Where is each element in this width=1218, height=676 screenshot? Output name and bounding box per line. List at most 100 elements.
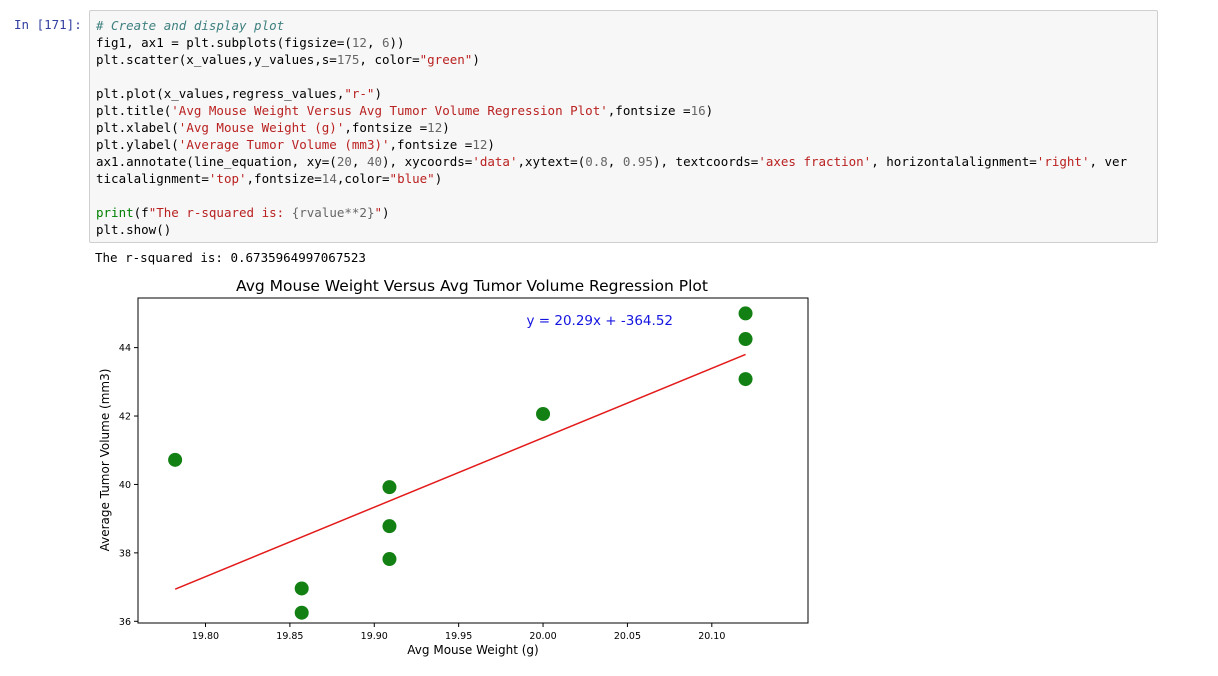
code-token: 'axes fraction': [758, 154, 872, 169]
code-token: 12: [351, 35, 367, 50]
scatter-chart: Avg Mouse Weight Versus Avg Tumor Volume…: [98, 277, 809, 657]
scatter-point: [294, 581, 309, 596]
code-token: 0.8: [585, 154, 608, 169]
x-tick-label: 19.90: [361, 631, 388, 642]
code-token: "blue": [389, 171, 435, 186]
code-line: plt.plot(x_values,regress_values,"r-"): [96, 85, 1127, 102]
code-token: 'Avg Mouse Weight (g)': [178, 120, 345, 135]
code-token: print: [96, 205, 134, 220]
y-axis-label: Average Tumor Volume (mm3): [98, 369, 112, 552]
code-token: )): [389, 35, 405, 50]
code-line: plt.xlabel('Avg Mouse Weight (g)',fontsi…: [96, 119, 1127, 136]
code-token: ,color=: [336, 171, 390, 186]
code-token: plt.title(: [96, 103, 172, 118]
x-tick-label: 20.10: [698, 631, 725, 642]
x-axis: 19.80 19.85 19.90 19.95 20.00 20.05 20.10: [192, 623, 725, 642]
y-axis: 36 38 40 42 44: [119, 343, 138, 628]
code-token: 'data': [472, 154, 518, 169]
scatter-point: [738, 332, 753, 347]
x-tick-label: 20.00: [529, 631, 556, 642]
data-points: [168, 306, 753, 620]
code-token: , ver: [1089, 154, 1128, 169]
x-tick-label: 20.05: [614, 631, 641, 642]
y-tick-label: 36: [119, 617, 131, 628]
scatter-point: [382, 552, 397, 567]
code-line: [96, 68, 1127, 85]
regression-line: [174, 353, 746, 590]
scatter-point: [738, 372, 753, 387]
code-token: "green": [419, 52, 473, 67]
code-token: ticalalignment=: [96, 171, 209, 186]
regression-line-segment: [174, 353, 746, 590]
code-token: ": [374, 205, 383, 220]
code-token: 'right': [1036, 154, 1090, 169]
code-line: fig1, ax1 = plt.subplots(figsize=(12, 6)…: [96, 34, 1127, 51]
scatter-point: [168, 452, 183, 467]
code-line: plt.ylabel('Average Tumor Volume (mm3)',…: [96, 136, 1127, 153]
code-token: 175: [336, 52, 360, 67]
code-token: ax1.annotate(line_equation, xy=(: [96, 154, 337, 169]
code-token: plt.show(): [96, 222, 172, 237]
code-token: ): [705, 103, 714, 118]
code-line: ax1.annotate(line_equation, xy=(20, 40),…: [96, 153, 1127, 170]
code-token: , horizontalalignment=: [871, 154, 1037, 169]
code-editor[interactable]: # Create and display plot fig1, ax1 = plt…: [89, 10, 1158, 243]
code-token: ): [374, 86, 382, 101]
code-line: plt.show(): [96, 221, 1127, 238]
code-token: plt.plot(x_values,regress_values,: [96, 86, 345, 101]
code-token: ): [382, 205, 390, 220]
code-token: , color=: [359, 52, 420, 67]
scatter-point: [536, 406, 551, 421]
output-stdout: The r-squared is: 0.6735964997067523: [95, 250, 366, 265]
code-token: ,fontsize =: [607, 103, 691, 118]
code-token: ), textcoords=: [652, 154, 759, 169]
scatter-point: [382, 480, 397, 495]
code-token: ,: [607, 154, 623, 169]
code-token: ,fontsize =: [389, 137, 473, 152]
code-token: 12: [427, 120, 443, 135]
code-token: # Create and display plot: [96, 18, 285, 33]
code-token: 12: [472, 137, 488, 152]
x-tick-label: 19.85: [276, 631, 303, 642]
scatter-point: [294, 605, 309, 620]
plot-output: Avg Mouse Weight Versus Avg Tumor Volume…: [90, 272, 820, 668]
scatter-point: [382, 519, 397, 534]
code-token: ,fontsize =: [344, 120, 428, 135]
code-token: plt.xlabel(: [96, 120, 179, 135]
code-token: 20: [336, 154, 352, 169]
code-token: (f: [133, 205, 149, 220]
y-tick-label: 40: [119, 480, 131, 491]
code-token: ): [487, 137, 495, 152]
code-token: 14: [321, 171, 337, 186]
code-token: 16: [690, 103, 706, 118]
code-token: ): [472, 52, 480, 67]
code-token: 'Average Tumor Volume (mm3)': [178, 137, 390, 152]
code-line: [96, 187, 1127, 204]
code-token: ,fontsize=: [246, 171, 322, 186]
code-token: "The r-squared is:: [148, 205, 292, 220]
code-token: 0.95: [622, 154, 653, 169]
y-tick-label: 44: [119, 343, 131, 354]
code-token: ): [434, 171, 443, 186]
code-token: ): [442, 120, 450, 135]
code-text[interactable]: # Create and display plot fig1, ax1 = plt…: [96, 17, 1127, 238]
code-token: ,: [366, 35, 382, 50]
plot-area: [137, 297, 809, 624]
code-token: 'top': [208, 171, 247, 186]
x-tick-label: 19.80: [192, 631, 219, 642]
code-token: 6: [382, 35, 390, 50]
code-line: plt.title('Avg Mouse Weight Versus Avg T…: [96, 102, 1127, 119]
code-token: ,: [351, 154, 367, 169]
code-line: print(f"The r-squared is: {rvalue**2}"): [96, 204, 1127, 221]
code-token: ,xytext=(: [517, 154, 586, 169]
chart-title: Avg Mouse Weight Versus Avg Tumor Volume…: [236, 277, 708, 295]
code-token: plt.scatter(x_values,y_values,s=: [96, 52, 337, 67]
code-line: plt.scatter(x_values,y_values,s=175, col…: [96, 51, 1127, 68]
scatter-point: [738, 306, 753, 321]
y-tick-label: 42: [119, 412, 131, 423]
code-token: 40: [366, 154, 383, 169]
code-line: # Create and display plot: [96, 17, 1127, 34]
code-token: {rvalue**2}: [291, 205, 375, 220]
x-axis-label: Avg Mouse Weight (g): [407, 643, 538, 657]
